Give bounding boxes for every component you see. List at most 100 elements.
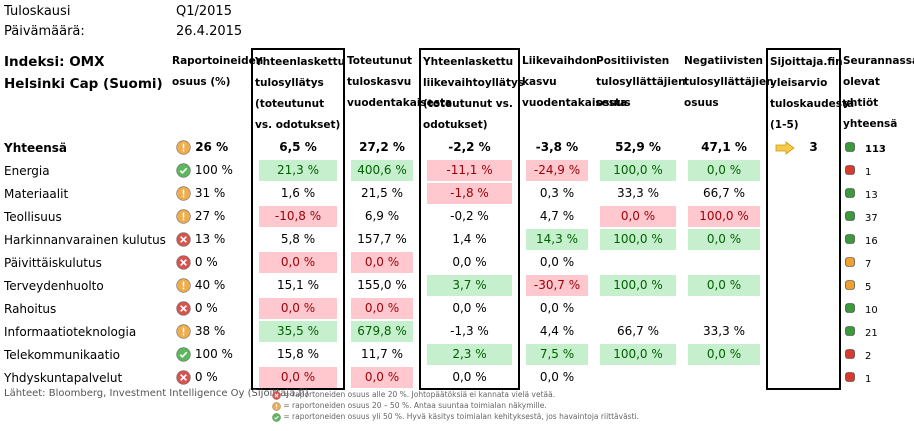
status-icon [176, 255, 191, 270]
row: Energia 100 % 21,3 % 400,6 % -11,1 % -24,9 %… [0, 159, 914, 182]
row: Harkinnanvarainen kulutus 13 % 5,8 % 157,7… [0, 228, 914, 251]
count-value: 1 [865, 167, 872, 178]
reported-share: 31 % [170, 182, 252, 205]
sector-name: Energia [4, 163, 50, 178]
rating [766, 297, 841, 320]
count-value: 1 [865, 374, 872, 385]
sector-name: Yhdyskuntapalvelut [4, 370, 123, 385]
sector-name: Terveydenhuolto [4, 278, 104, 293]
value-cell: 0,0 % [519, 297, 594, 320]
value-cell: 21,3 % [251, 159, 345, 182]
column-header: Yhteenlaskettu tulosyllätys (toteutunut … [251, 48, 345, 136]
value: 2,3 % [427, 344, 512, 365]
reported-share: 27 % [170, 205, 252, 228]
legend-item: = raportoneiden osuus 20 – 50 %. Antaa s… [272, 400, 639, 411]
value-cell: 0,0 % [419, 366, 520, 390]
count-value: 10 [865, 305, 878, 316]
value-cell: 100,0 % [594, 159, 682, 182]
value-cell: 0,0 % [519, 366, 594, 389]
rating [766, 320, 841, 343]
status-icon [176, 347, 191, 362]
value-cell: 15,8 % [251, 343, 345, 366]
value: 4,7 % [539, 209, 575, 223]
value-cell: -11,1 % [419, 159, 520, 182]
value: -0,2 % [450, 209, 489, 223]
table-body: Yhteensä 26 % 6,5 % 27,2 % -2,2 % -3,8 % 52,9… [0, 136, 914, 390]
status-dot [845, 280, 855, 290]
row: Materiaalit 31 % 1,6 % 21,5 % -1,8 % 0,3 % 33… [0, 182, 914, 205]
company-count: 113 [840, 136, 914, 159]
rating-value: 3 [809, 140, 818, 155]
share-value: 31 % [194, 186, 226, 200]
value-cell: 0,0 % [344, 251, 420, 274]
value-cell: 66,7 % [682, 182, 767, 205]
column-header: Raportoineiden osuus (%) [172, 55, 264, 88]
value-cell: 100,0 % [594, 228, 682, 251]
rating [766, 274, 841, 297]
value: -3,8 % [535, 140, 579, 154]
count-value: 5 [865, 282, 872, 293]
sector-name: Telekommunikaatio [4, 347, 121, 362]
value-cell: 0,0 % [344, 366, 420, 389]
value: 33,3 % [703, 324, 745, 338]
rating: 3 [766, 136, 841, 159]
value: -1,8 % [427, 183, 512, 204]
sector-name: Päivittäiskulutus [4, 255, 102, 270]
value: 679,8 % [351, 321, 413, 342]
value: 400,6 % [351, 160, 413, 181]
value: 5,8 % [280, 232, 316, 246]
value: 0,0 % [688, 229, 760, 250]
value-cell: 0,0 % [519, 251, 594, 274]
status-dot [845, 349, 855, 359]
share-value: 100 % [194, 163, 233, 177]
value: 15,8 % [277, 347, 319, 361]
value [600, 252, 676, 273]
value-cell: -3,8 % [519, 136, 594, 159]
value-cell: 5,8 % [251, 228, 345, 251]
status-icon [272, 390, 281, 400]
rating [766, 366, 841, 390]
value: 0,0 % [259, 252, 337, 273]
rating [766, 205, 841, 228]
value-cell: 2,3 % [419, 343, 520, 366]
value: 0,0 % [688, 275, 760, 296]
company-count: 7 [840, 251, 914, 274]
source: Lähteet: Bloomberg, Investment Intellige… [4, 388, 309, 399]
value-cell: -30,7 % [519, 274, 594, 297]
share-value: 100 % [194, 347, 233, 361]
sector-name: Rahoitus [4, 301, 57, 316]
sector-name: Teollisuus [4, 209, 62, 224]
value-cell: 52,9 % [594, 136, 682, 159]
value: 21,5 % [361, 186, 403, 200]
reported-share: 100 % [170, 343, 252, 366]
column-header: Liikevaihdon kasvu vuodentakaisesta [522, 55, 628, 109]
column-header: Negatiivisten tulosyllättäjien osuus [684, 55, 774, 109]
status-dot [845, 188, 855, 198]
value: 11,7 % [361, 347, 403, 361]
value-cell: 0,0 % [594, 205, 682, 228]
count-value: 2 [865, 351, 872, 362]
value: 14,3 % [526, 229, 588, 250]
row: Rahoitus 0 % 0,0 % 0,0 % 0,0 % 0,0 % 10 [0, 297, 914, 320]
company-count: 1 [840, 366, 914, 389]
reported-share: 13 % [170, 228, 252, 251]
value-cell: 0,0 % [251, 251, 345, 274]
reported-share: 0 % [170, 251, 252, 274]
value: 0,0 % [600, 206, 676, 227]
value: 0,0 % [452, 255, 487, 269]
results-table: Indeksi: OMX Helsinki Cap (Suomi) Raporto… [0, 48, 914, 390]
meta-value: Q1/2015 [176, 4, 232, 19]
sector-name: Informaatioteknologia [4, 324, 137, 339]
status-icon [176, 301, 191, 316]
legend-item: = raportoneiden osuus alle 20 %. Johtopä… [272, 389, 639, 400]
column-header: Toteutunut tuloskasvu vuodentakaisesta [347, 55, 453, 109]
status-icon [176, 140, 191, 155]
value: 0,3 % [539, 186, 575, 200]
company-count: 13 [840, 182, 914, 205]
value: 100,0 % [600, 275, 676, 296]
value-cell: -1,3 % [419, 320, 520, 343]
row: Päivittäiskulutus 0 % 0,0 % 0,0 % 0,0 % 0,0 … [0, 251, 914, 274]
value: 47,1 % [701, 140, 747, 154]
value-cell: 0,0 % [251, 366, 345, 390]
